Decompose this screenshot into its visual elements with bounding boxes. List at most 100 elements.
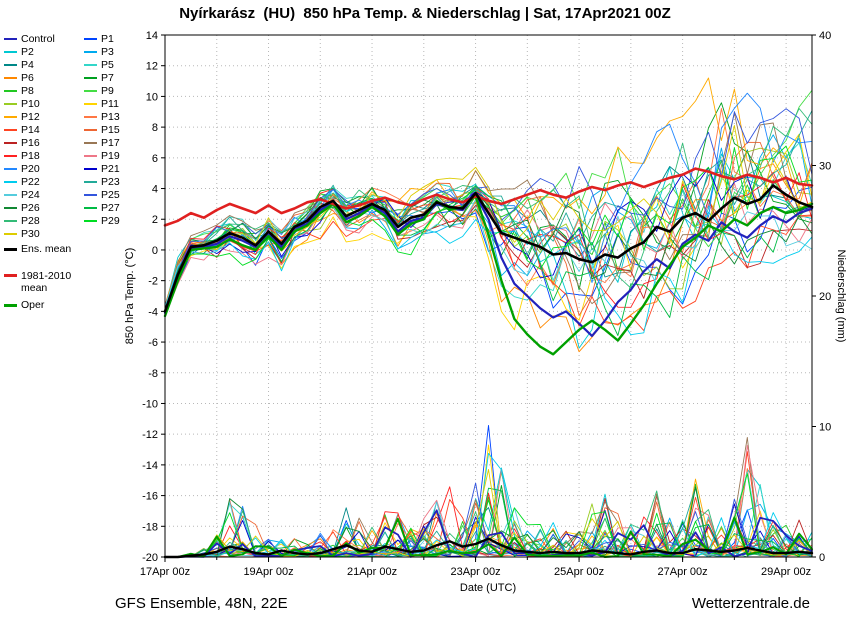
y-left-tick-label: -2	[148, 276, 158, 288]
legend-swatch	[84, 90, 97, 92]
x-tick-label: 27Apr 00z	[658, 566, 708, 578]
legend-swatch	[84, 51, 97, 53]
legend-swatch	[4, 181, 17, 183]
y-left-tick-label: -8	[148, 368, 158, 380]
legend-swatch	[4, 64, 17, 66]
member-precip-line	[164, 487, 813, 558]
legend-label: P9	[101, 85, 114, 97]
legend-swatch	[4, 129, 17, 131]
legend-swatch	[84, 103, 97, 105]
legend-swatch	[84, 64, 97, 66]
y-right-tick-label: 40	[819, 30, 831, 42]
legend-item-p14: P14	[4, 124, 82, 136]
legend-label: P16	[21, 137, 40, 149]
legend-label: 1981-2010 mean	[21, 270, 72, 294]
legend-label: P30	[21, 228, 40, 240]
y-left-tick-label: 0	[152, 245, 158, 257]
member-temp-line	[164, 171, 813, 309]
y-left-tick-label: -10	[142, 398, 158, 410]
legend-label: P22	[21, 176, 40, 188]
member-temp-line	[164, 77, 813, 310]
legend-item-p13: P13	[84, 111, 162, 123]
legend-item-p19: P19	[84, 150, 162, 162]
legend-swatch	[4, 38, 17, 40]
legend-swatch	[4, 155, 17, 157]
legend-swatch	[84, 38, 97, 40]
legend-item-p20: P20	[4, 163, 82, 175]
legend-label: P15	[101, 124, 120, 136]
legend-label: P14	[21, 124, 40, 136]
legend-swatch	[4, 168, 17, 170]
y-left-tick-label: -14	[142, 460, 158, 472]
legend-swatch	[4, 142, 17, 144]
legend-swatch	[4, 194, 17, 196]
legend-label: P6	[21, 72, 34, 84]
legend-label: P1	[101, 33, 114, 45]
legend-item-p3: P3	[84, 46, 162, 58]
x-tick-label: 21Apr 00z	[347, 566, 397, 578]
chart-title: Nyírkarász (HU) 850 hPa Temp. & Niedersc…	[179, 5, 671, 22]
legend-swatch	[4, 90, 17, 92]
member-temp-line	[164, 185, 813, 336]
legend-item-p6: P6	[4, 72, 82, 84]
legend-item-p11: P11	[84, 98, 162, 110]
member-temp-line	[164, 186, 813, 315]
y-right-tick-label: 30	[819, 161, 831, 173]
y-left-tick-label: 8	[152, 122, 158, 134]
legend-swatch	[84, 220, 97, 222]
legend-item-p17: P17	[84, 137, 162, 149]
y-left-tick-label: -18	[142, 521, 158, 533]
plot-frame	[164, 34, 813, 558]
legend-item-p26: P26	[4, 202, 82, 214]
legend-label: P27	[101, 202, 120, 214]
control-temp-line	[163, 193, 814, 337]
legend-item-p30: P30	[4, 228, 82, 240]
legend-item-p16: P16	[4, 137, 82, 149]
legend-swatch	[84, 181, 97, 183]
legend-item-p29: P29	[84, 215, 162, 227]
legend-label: P21	[101, 163, 120, 175]
legend-swatch	[84, 129, 97, 131]
site-credit: Wetterzentrale.de	[691, 595, 810, 612]
climate-mean-line	[163, 167, 814, 227]
legend-label: P12	[21, 111, 40, 123]
legend-item-p7: P7	[84, 72, 162, 84]
legend-item-p8: P8	[4, 85, 82, 97]
x-tick-label: 17Apr 00z	[140, 566, 190, 578]
model-info: GFS Ensemble, 48N, 22E	[115, 595, 288, 612]
x-tick-label: 19Apr 00z	[243, 566, 293, 578]
oper-temp-line	[163, 194, 814, 356]
legend-label: P17	[101, 137, 120, 149]
legend-swatch	[84, 77, 97, 79]
legend-item-p18: P18	[4, 150, 82, 162]
member-precip-line	[164, 473, 813, 558]
legend-swatch	[4, 247, 17, 251]
x-axis-label: Date (UTC)	[459, 582, 517, 594]
legend-item-p25: P25	[84, 189, 162, 201]
y-right-tick-label: 10	[819, 422, 831, 434]
legend-item-p1: P1	[84, 33, 162, 45]
member-temp-line	[164, 133, 813, 331]
legend-item-p15: P15	[84, 124, 162, 136]
legend-swatch	[4, 220, 17, 222]
y-left-tick-label: 14	[146, 30, 158, 42]
legend-label: P29	[101, 215, 120, 227]
legend-label: P13	[101, 111, 120, 123]
y-left-tick-label: -20	[142, 552, 158, 564]
legend-label: P24	[21, 189, 40, 201]
legend-item-p5: P5	[84, 59, 162, 71]
member-temp-line	[164, 134, 813, 311]
legend-item-p28: P28	[4, 215, 82, 227]
y-left-tick-label: 10	[146, 91, 158, 103]
legend-swatch	[4, 116, 17, 118]
legend: Control P1 P2 P3 P4 P5 P6 P7 P8 P9 P10 P11 P12 P13 P14…	[4, 33, 162, 311]
legend-label: P19	[101, 150, 120, 162]
y-right-tick-label: 0	[819, 552, 825, 564]
y-left-tick-label: 4	[152, 184, 158, 196]
legend-swatch	[84, 142, 97, 144]
legend-label: P25	[101, 189, 120, 201]
legend-label: P3	[101, 46, 114, 58]
legend-swatch	[4, 303, 17, 307]
